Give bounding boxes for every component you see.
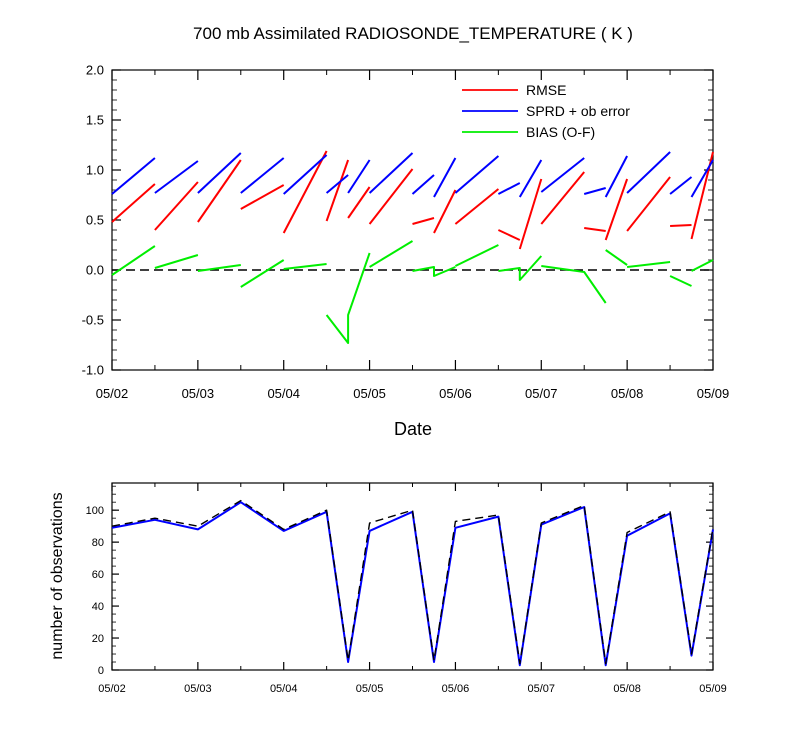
series-line-rmse: [197, 159, 242, 223]
series-line-bias-o-f: [283, 263, 327, 270]
bottom-chart: number of observations 05/02 05/03 05/04 05…: [49, 482, 727, 695]
series-line-sprd-ob-error: [540, 157, 585, 193]
series-line-sprd-ob-error: [518, 159, 543, 198]
series-line-rmse: [518, 178, 543, 250]
series-line-sprd-ob-error: [197, 152, 242, 194]
x-tick-label: 05/04: [270, 683, 298, 695]
x-tick-label: 05/09: [699, 683, 727, 695]
x-tick-label: 05/05: [353, 386, 386, 401]
series-line-bias-o-f: [240, 259, 285, 288]
series-line-sprd-ob-error: [690, 159, 714, 198]
x-tick-label: 05/03: [182, 386, 215, 401]
y-tick-label: 100: [86, 505, 104, 517]
series-line-bias-o-f: [197, 264, 241, 272]
series-line-bias-o-f: [541, 265, 607, 304]
series-line-rmse: [497, 229, 521, 241]
y-tick-label: 80: [92, 537, 104, 549]
series-line-rmse: [454, 188, 500, 225]
x-tick-label: 05/02: [96, 386, 129, 401]
series-line-bias-o-f: [626, 261, 671, 268]
y-tick-label: -0.5: [82, 313, 104, 328]
series-line-sprd-ob-error: [583, 187, 606, 195]
series-line-bias-o-f: [325, 252, 371, 344]
y-tick-label: 20: [92, 633, 104, 645]
x-tick-label: 05/05: [356, 683, 384, 695]
x-tick-label: 05/07: [525, 386, 558, 401]
x-tick-label: 05/03: [184, 683, 212, 695]
x-tick-label: 05/02: [98, 683, 126, 695]
top-chart: 700 mb Assimilated RADIOSONDE_TEMPERATUR…: [82, 24, 730, 439]
y-axis-label: number of observations: [49, 492, 66, 659]
y-tick-label: 60: [92, 569, 104, 581]
series-line-sprd-ob-error: [433, 157, 457, 198]
series-line-sprd-ob-error: [111, 157, 156, 195]
series-line-observations-used: [111, 501, 714, 667]
series-line-rmse: [604, 178, 629, 241]
series-line-sprd-ob-error: [626, 151, 671, 194]
series-line-rmse: [111, 183, 156, 223]
x-tick-label: 05/08: [613, 683, 641, 695]
series-line-bias-o-f: [498, 255, 543, 281]
y-tick-label: 1.0: [86, 163, 104, 178]
chart-title: 700 mb Assimilated RADIOSONDE_TEMPERATUR…: [193, 24, 633, 43]
series-line-sprd-ob-error: [669, 176, 693, 195]
series-line-rmse: [240, 184, 285, 210]
series-line-rmse: [368, 168, 414, 225]
series-line-bias-o-f: [691, 259, 714, 272]
x-tick-label: 05/06: [442, 683, 470, 695]
y-tick-label: -1.0: [82, 363, 104, 378]
y-tick-label: 2.0: [86, 63, 104, 78]
series-line-bias-o-f: [111, 245, 156, 276]
x-tick-label: 05/08: [611, 386, 644, 401]
series-line-sprd-ob-error: [497, 182, 521, 195]
series-line-rmse: [325, 159, 350, 222]
y-tick-label: 1.5: [86, 113, 104, 128]
series-line-rmse: [540, 171, 585, 225]
series-line-sprd-ob-error: [347, 159, 371, 194]
series-line-rmse: [626, 176, 671, 232]
series-line-rmse: [433, 189, 457, 234]
series-line-sprd-ob-error: [154, 160, 199, 194]
y-tick-label: 0.5: [86, 213, 104, 228]
series-line-observations-possible: [111, 499, 714, 665]
series-line-rmse: [347, 186, 371, 219]
y-tick-label: 0: [98, 665, 104, 677]
series-line-bias-o-f: [669, 275, 692, 287]
x-tick-label: 05/09: [697, 386, 730, 401]
series-line-rmse: [670, 224, 692, 227]
series-line-rmse: [584, 227, 606, 232]
series-line-rmse: [154, 181, 199, 231]
series-line-bias-o-f: [454, 244, 499, 267]
series-line-sprd-ob-error: [283, 154, 328, 195]
series-line-sprd-ob-error: [604, 155, 628, 198]
series-line-sprd-ob-error: [368, 152, 414, 194]
x-tick-label: 05/07: [528, 683, 556, 695]
series-line-sprd-ob-error: [411, 174, 435, 195]
y-tick-label: 0.0: [86, 263, 104, 278]
x-tick-label: 05/04: [267, 386, 300, 401]
legend-label-bias-o-f: BIAS (O-F): [526, 124, 595, 140]
series-line-bias-o-f: [154, 254, 199, 269]
y-tick-label: 40: [92, 601, 104, 613]
series-line-rmse: [412, 217, 435, 225]
series-line-sprd-ob-error: [325, 174, 349, 194]
x-tick-label: 05/06: [439, 386, 472, 401]
legend-label-rmse: RMSE: [526, 82, 566, 98]
series-line-rmse: [282, 150, 328, 234]
x-axis-label: Date: [394, 419, 432, 439]
series-line-bias-o-f: [412, 266, 456, 277]
series-line-bias-o-f: [605, 249, 628, 266]
series-line-sprd-ob-error: [454, 155, 500, 194]
series-line-sprd-ob-error: [240, 157, 285, 194]
legend-label-sprd-ob-error: SPRD + ob error: [526, 103, 630, 119]
series-line-bias-o-f: [369, 240, 414, 268]
